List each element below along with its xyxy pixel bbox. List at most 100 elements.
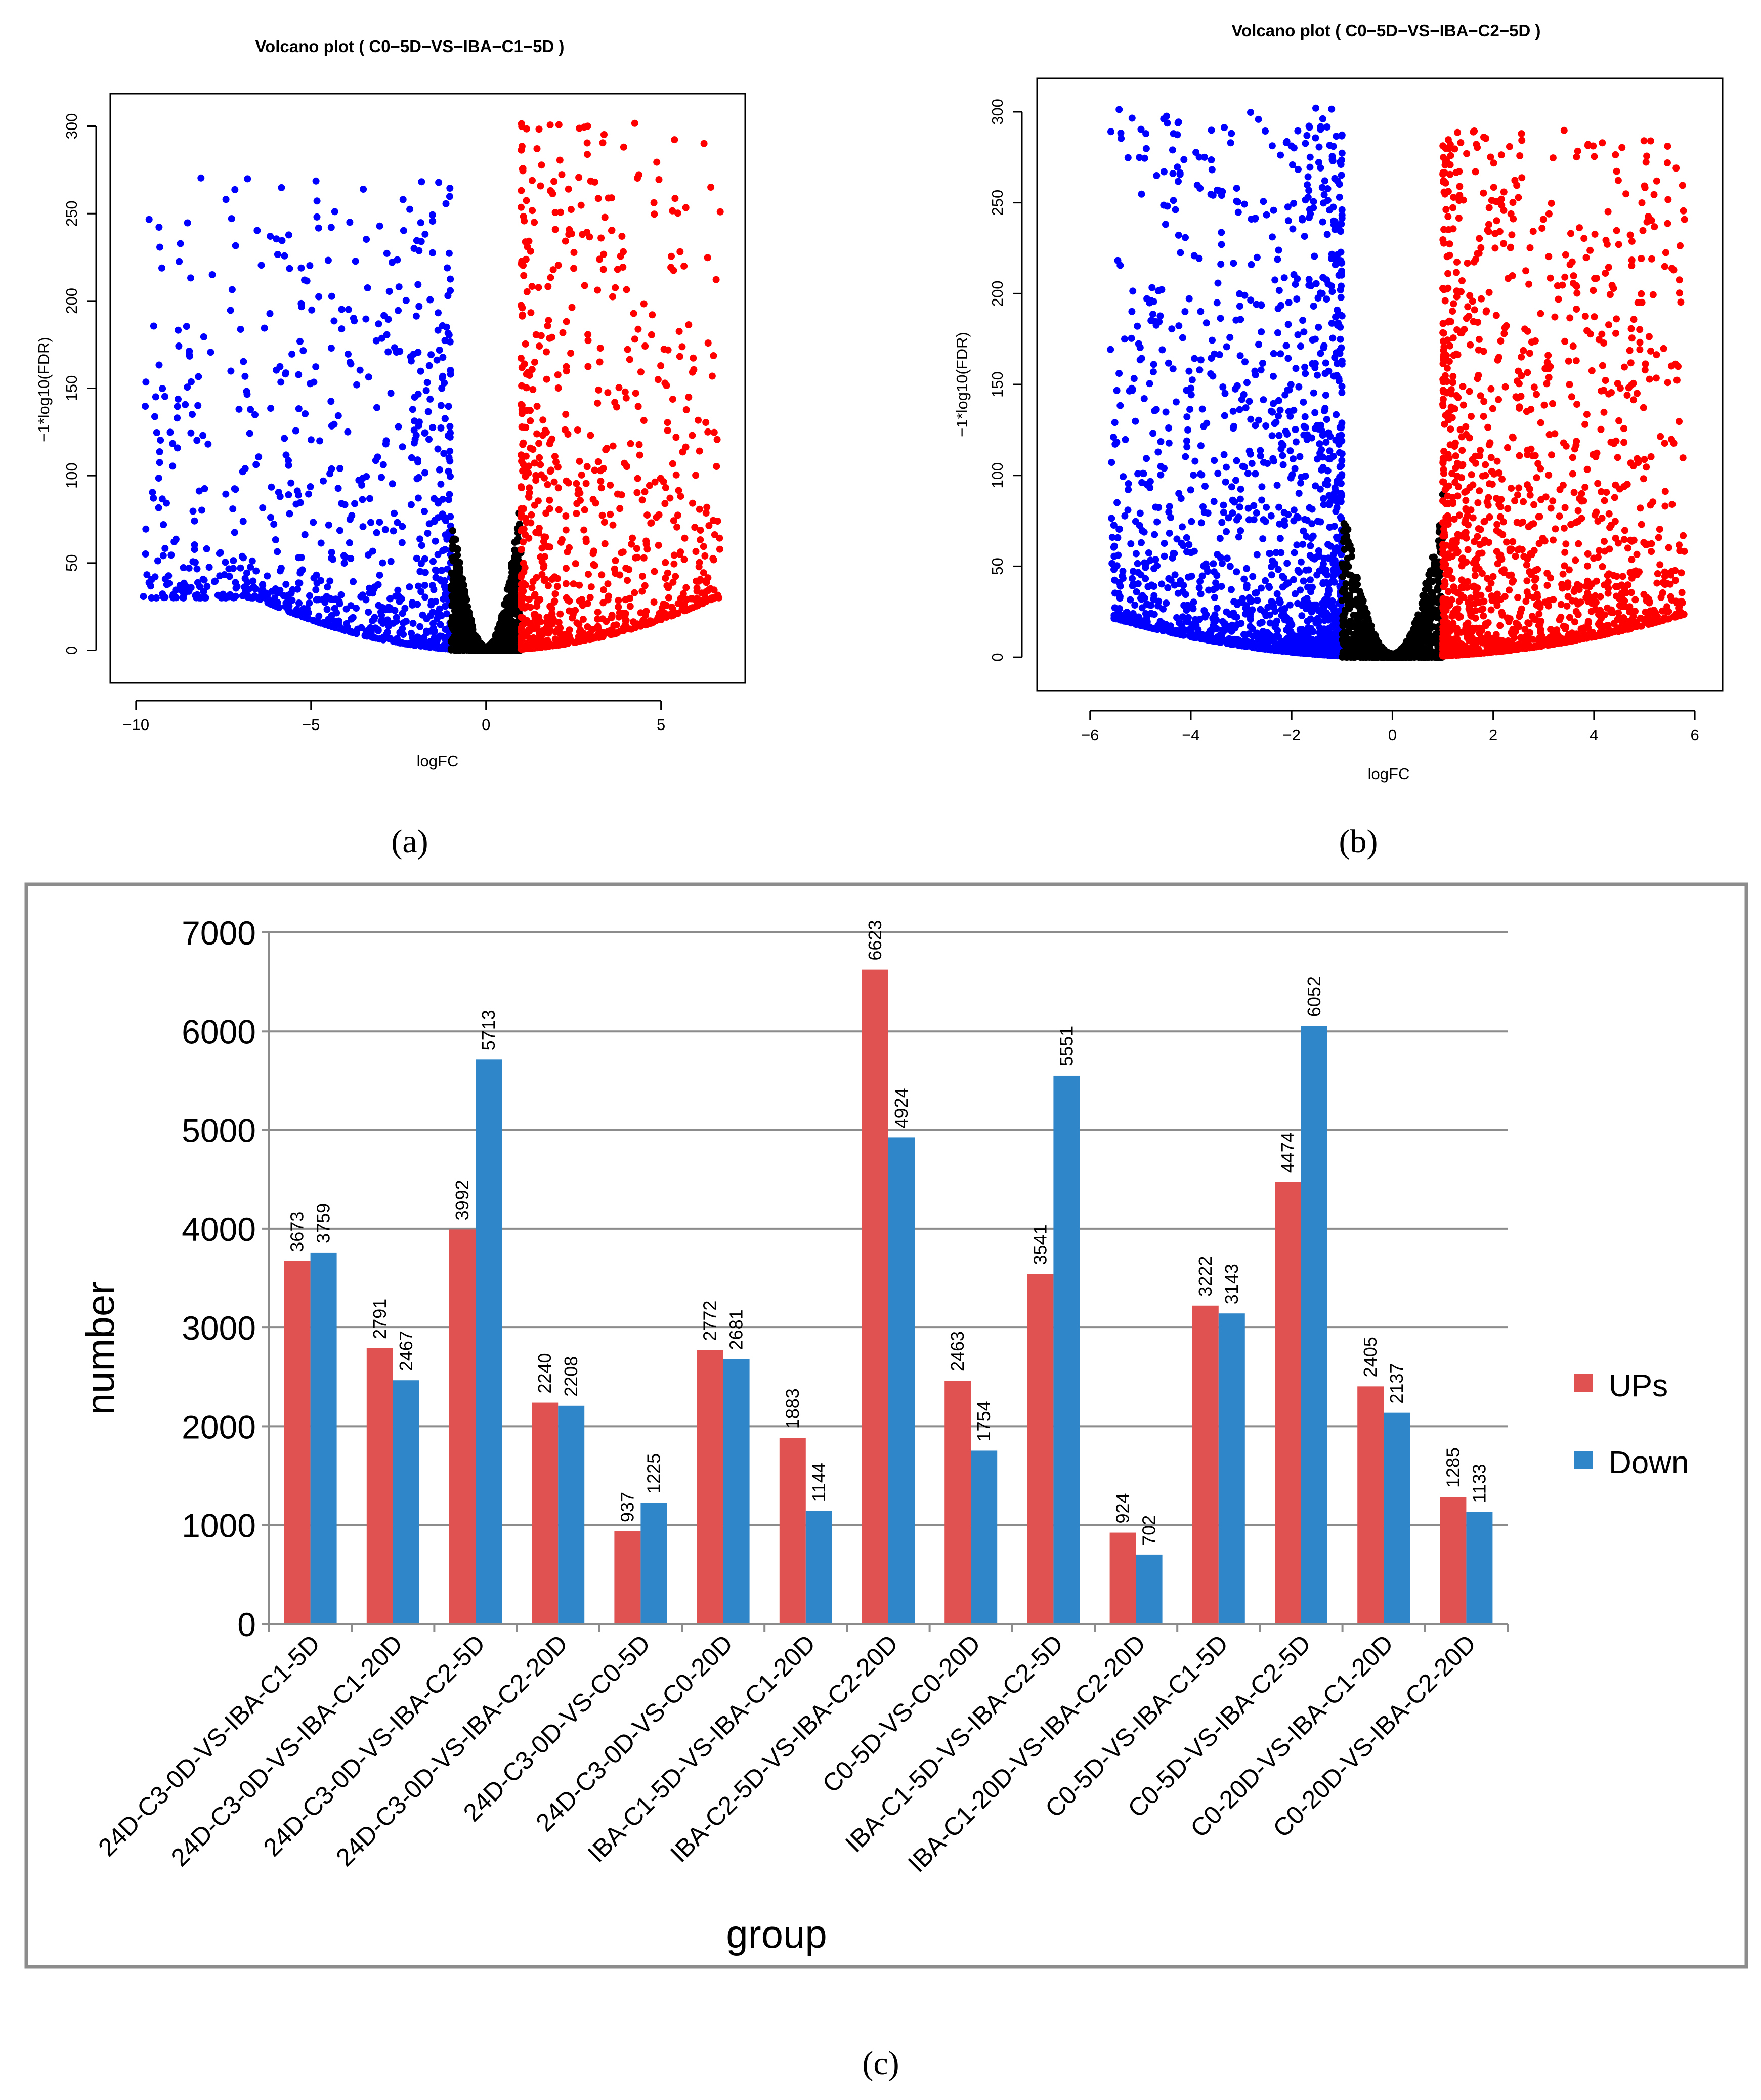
volcano-a-point (382, 526, 389, 533)
volcano-b-point (1258, 301, 1265, 308)
volcano-a-point (373, 529, 380, 536)
volcano-b-point (1339, 211, 1346, 219)
volcano-a-point (545, 582, 552, 589)
volcano-b-point (1114, 257, 1122, 264)
volcano-b-point (1337, 336, 1344, 343)
volcano-a-point (669, 606, 676, 613)
volcano-a-point (622, 596, 629, 603)
volcano-b-point (1201, 154, 1208, 161)
volcano-a-point (710, 556, 717, 564)
volcano-a-point (696, 448, 703, 455)
volcano-a-point (242, 575, 249, 582)
volcano-b-point (1120, 568, 1127, 575)
volcano-a-point (619, 264, 626, 271)
volcano-a-point (161, 393, 168, 400)
volcano-b-point (1311, 409, 1318, 416)
volcano-a-point (306, 599, 313, 607)
volcano-a-point (175, 396, 182, 403)
volcano-a-point (527, 248, 534, 255)
volcano-a-point (415, 422, 422, 430)
volcano-a-point (315, 225, 322, 232)
volcano-a-point (142, 378, 149, 385)
volcano-a-point (226, 573, 233, 580)
volcano-a-point (562, 512, 569, 520)
volcano-b-point (1286, 447, 1294, 454)
volcano-a-point (590, 547, 597, 554)
volcano-b-point (1263, 504, 1270, 511)
volcano-b-point (1136, 154, 1143, 161)
volcano-a-point (666, 495, 673, 502)
volcano-a-point (273, 367, 280, 374)
volcano-b-point (1334, 478, 1341, 485)
volcano-a-point (527, 445, 534, 452)
volcano-b-point (1197, 356, 1205, 363)
volcano-a-points (140, 120, 724, 654)
volcano-b-point (1175, 490, 1182, 497)
volcano-b-point (1182, 453, 1189, 460)
volcano-b-point (1181, 308, 1188, 315)
volcano-a-point (446, 454, 453, 461)
volcano-a-point (571, 639, 578, 646)
volcano-a-point (542, 576, 549, 583)
volcano-a-point (253, 227, 261, 234)
volcano-a-point (231, 594, 238, 601)
volcano-a-point (581, 282, 588, 289)
volcano-b-point (1338, 437, 1345, 444)
volcano-b-point (1227, 139, 1234, 146)
volcano-b-point (1293, 365, 1300, 372)
volcano-b-point (1132, 518, 1139, 525)
volcano-b-point (1269, 233, 1276, 240)
volcano-b-point (1113, 562, 1121, 569)
volcano-b-point (1200, 423, 1207, 430)
volcano-a-point (438, 567, 445, 574)
volcano-a-point (399, 443, 406, 450)
volcano-a-point (584, 331, 591, 338)
volcano-a-point (567, 350, 574, 357)
volcano-a-point (641, 342, 649, 350)
volcano-b-point (1186, 295, 1193, 303)
volcano-a-x-tick-label: 0 (482, 716, 490, 734)
volcano-a-point (403, 297, 410, 304)
volcano-a-point (710, 517, 717, 524)
volcano-a-point (338, 325, 345, 332)
volcano-a-point (641, 488, 649, 495)
volcano-b-point (1208, 126, 1215, 134)
volcano-a-point (533, 431, 540, 438)
volcano-a-point (573, 480, 580, 487)
volcano-a-point (426, 396, 434, 403)
volcano-a-x-tick-label: −10 (123, 716, 150, 734)
volcano-a-point (274, 589, 281, 596)
volcano-a-point (413, 555, 420, 562)
volcano-b-point (1324, 185, 1332, 192)
volcano-b-point (1315, 324, 1322, 331)
volcano-a-point (648, 331, 655, 338)
volcano-a-point (704, 428, 711, 436)
volcano-a-point (165, 580, 173, 587)
volcano-b-point (1274, 627, 1281, 634)
volcano-b-point (1188, 518, 1195, 525)
volcano-a-point (689, 500, 696, 507)
volcano-b-point (1169, 146, 1176, 153)
volcano-a-point (713, 276, 720, 283)
volcano-a-point (559, 536, 566, 543)
volcano-b-point (1224, 554, 1231, 562)
volcano-a-point (328, 345, 335, 352)
volcano-b-point (1157, 472, 1164, 479)
volcano-b-point (1226, 334, 1233, 341)
volcano-b-point (1161, 553, 1168, 560)
volcano-b-point (1266, 584, 1273, 591)
volcano-a-point (412, 436, 419, 443)
volcano-a-point (533, 574, 540, 581)
volcano-b-point (1210, 192, 1217, 199)
volcano-a-point (240, 518, 247, 525)
volcano-a-point (529, 386, 536, 393)
volcano-a-point (583, 538, 590, 545)
volcano-a-point (379, 560, 386, 567)
volcano-a-point (511, 539, 519, 546)
volcano-b-point (1272, 419, 1279, 426)
volcano-a-point (671, 195, 678, 202)
volcano-a-point (536, 342, 543, 350)
volcano-a-point (702, 594, 709, 601)
volcano-a-point (547, 274, 554, 281)
volcano-a-point (527, 407, 534, 414)
